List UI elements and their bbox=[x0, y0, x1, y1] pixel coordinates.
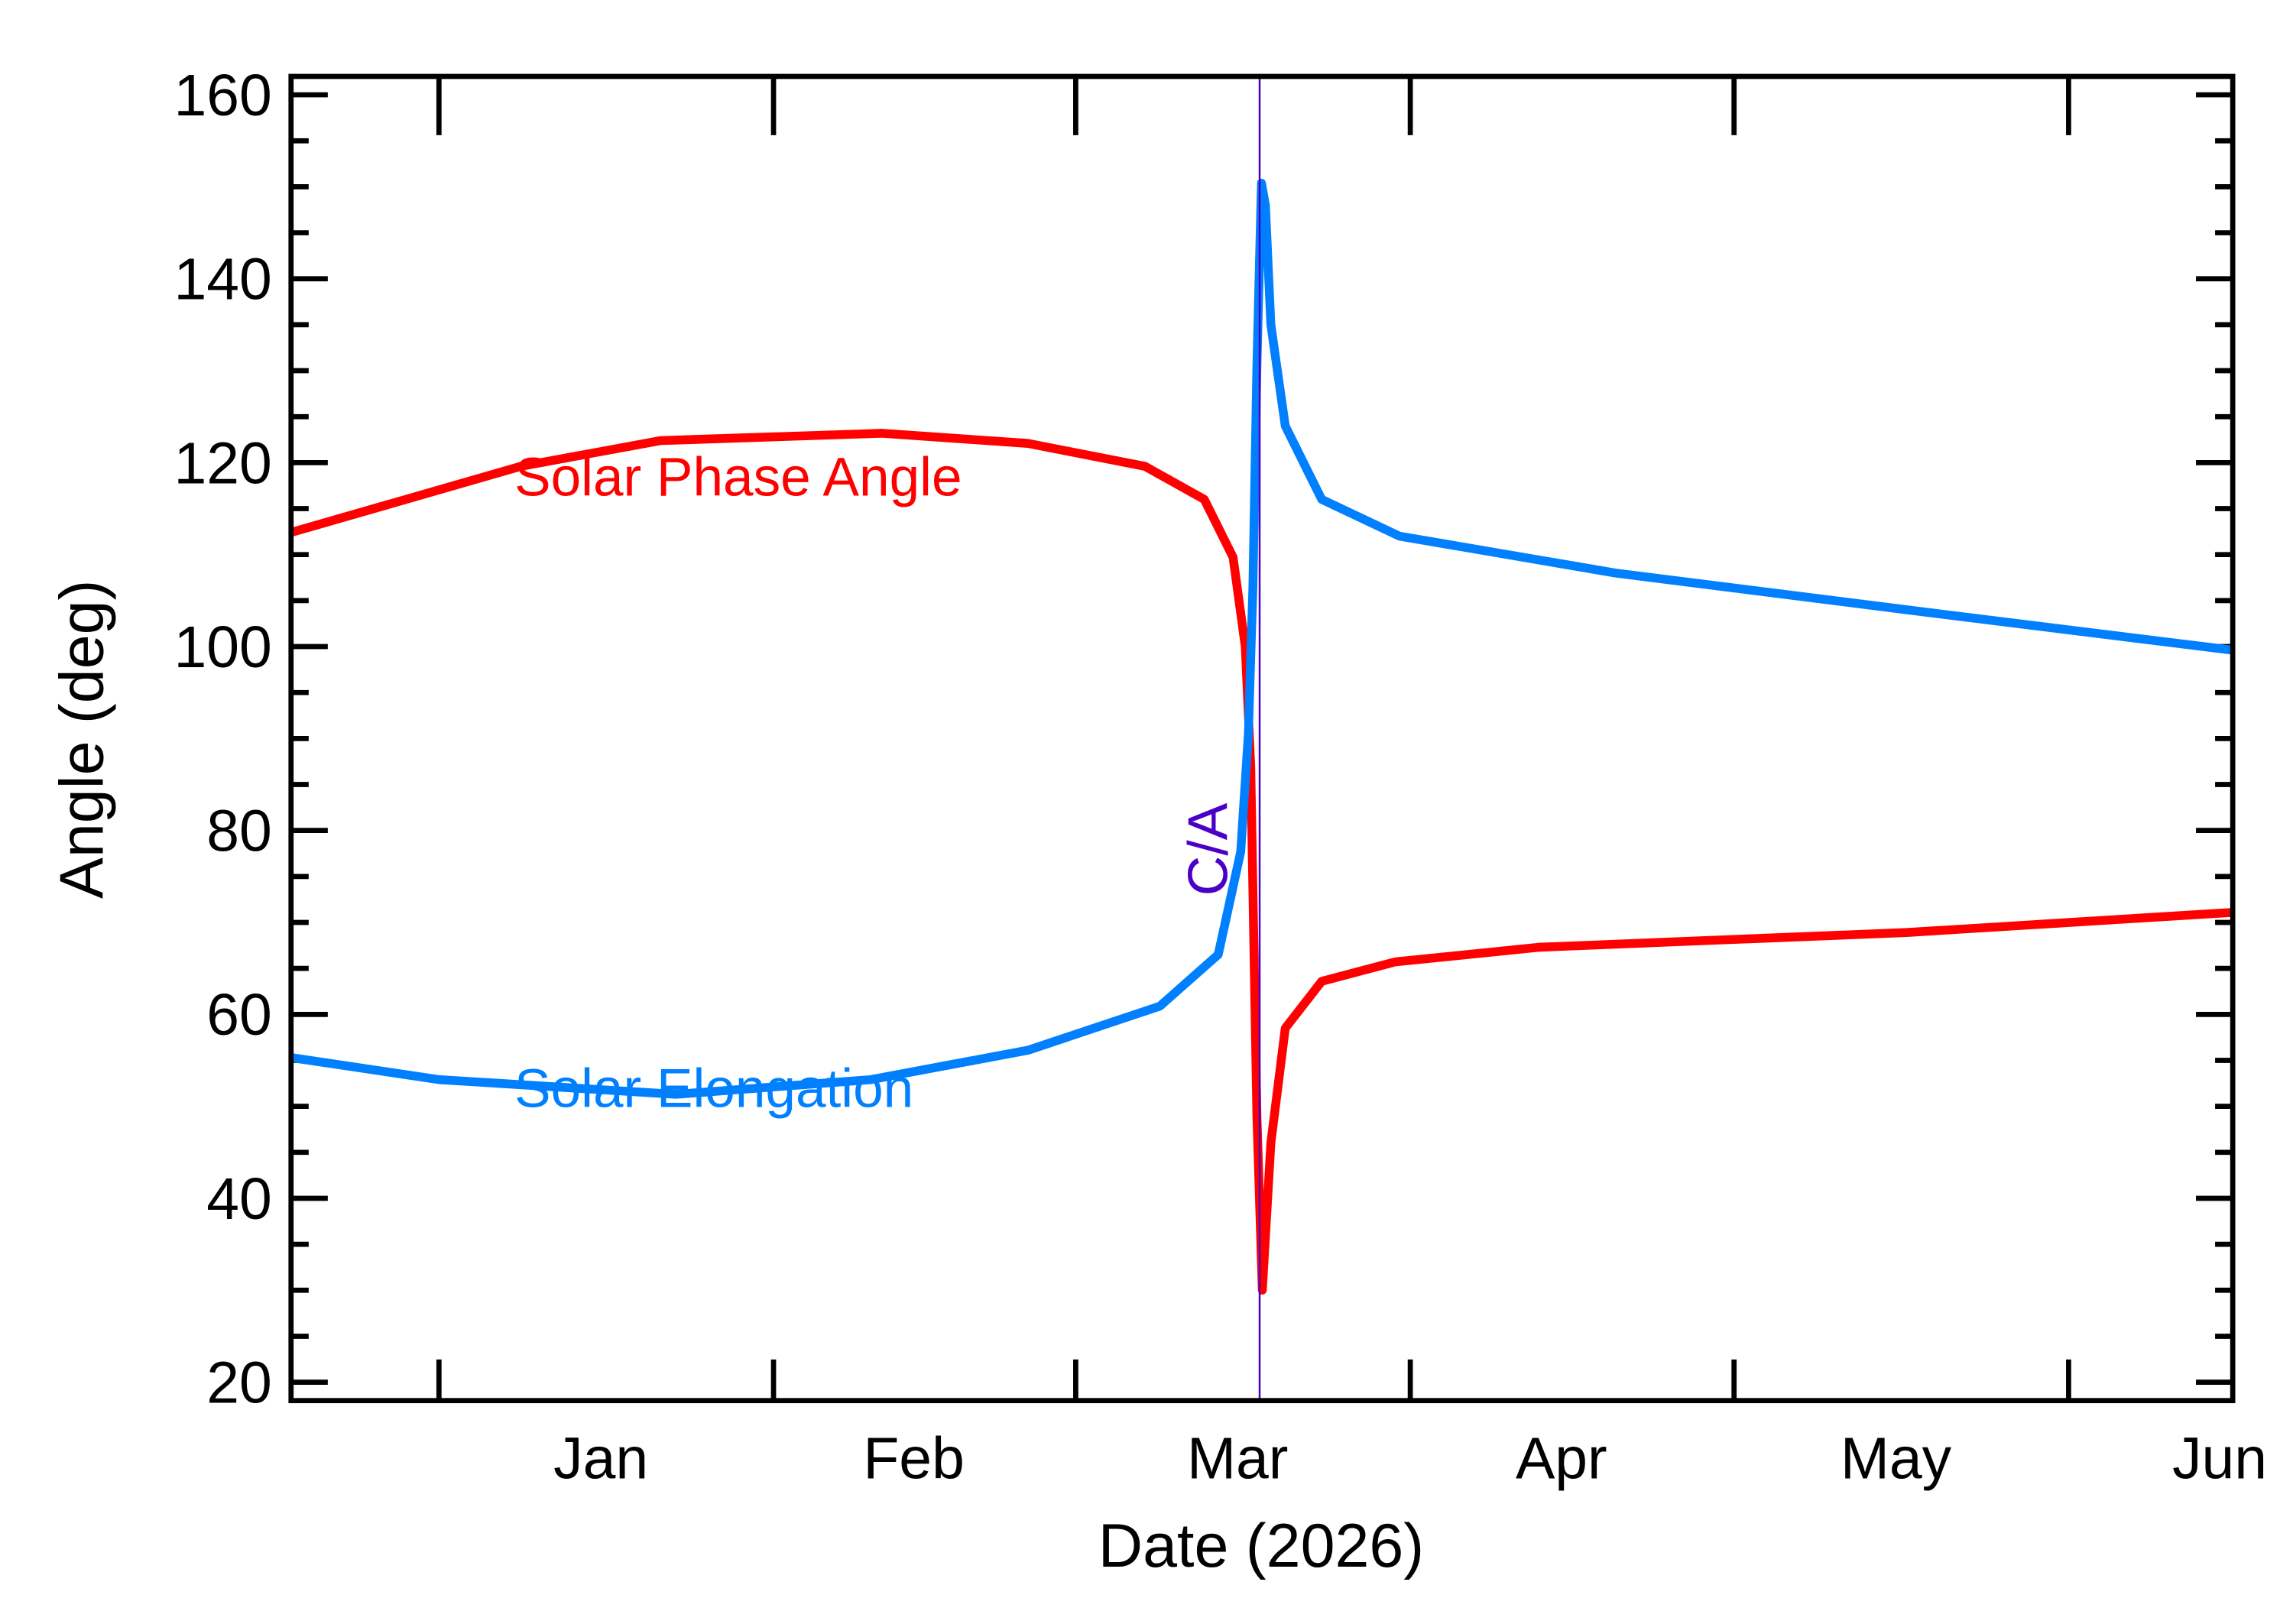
series-line bbox=[290, 429, 2233, 1295]
x-tick-label: Apr bbox=[1516, 1426, 1607, 1492]
series-line bbox=[290, 178, 2233, 1099]
x-tick-labels: Jan Feb Mar Apr May Jun bbox=[553, 1426, 2267, 1492]
closest-approach-label: C/A bbox=[1178, 802, 1240, 896]
y-axis-label: Angle (deg) bbox=[48, 580, 117, 899]
axis-ticks bbox=[290, 76, 2233, 1401]
x-tick-label: Feb bbox=[863, 1426, 965, 1492]
x-tick-label: Jun bbox=[2172, 1426, 2267, 1492]
y-tick-label: 100 bbox=[174, 614, 271, 680]
y-tick-label: 160 bbox=[174, 63, 271, 128]
y-tick-label: 20 bbox=[206, 1350, 272, 1416]
x-tick-label: Jan bbox=[553, 1426, 648, 1492]
y-tick-label: 120 bbox=[174, 430, 271, 496]
y-tick-label: 140 bbox=[174, 247, 271, 313]
series-lines bbox=[290, 178, 2233, 1295]
plot-frame bbox=[288, 73, 2236, 1404]
y-tick-label: 80 bbox=[206, 799, 272, 864]
x-tick-label: May bbox=[1841, 1426, 1952, 1492]
y-tick-label: 40 bbox=[206, 1166, 272, 1232]
y-tick-labels: 20 40 60 80 100 120 140 160 bbox=[174, 63, 271, 1416]
series-label-solar-elongation: Solar Elongation bbox=[514, 1059, 913, 1120]
series-solar-elongation bbox=[290, 178, 2233, 1099]
x-axis-label: Date (2026) bbox=[1098, 1512, 1424, 1580]
series-solar-phase-angle bbox=[290, 429, 2233, 1295]
x-tick-label: Mar bbox=[1187, 1426, 1288, 1492]
y-tick-label: 60 bbox=[206, 982, 272, 1048]
series-label-solar-phase-angle: Solar Phase Angle bbox=[514, 447, 962, 507]
